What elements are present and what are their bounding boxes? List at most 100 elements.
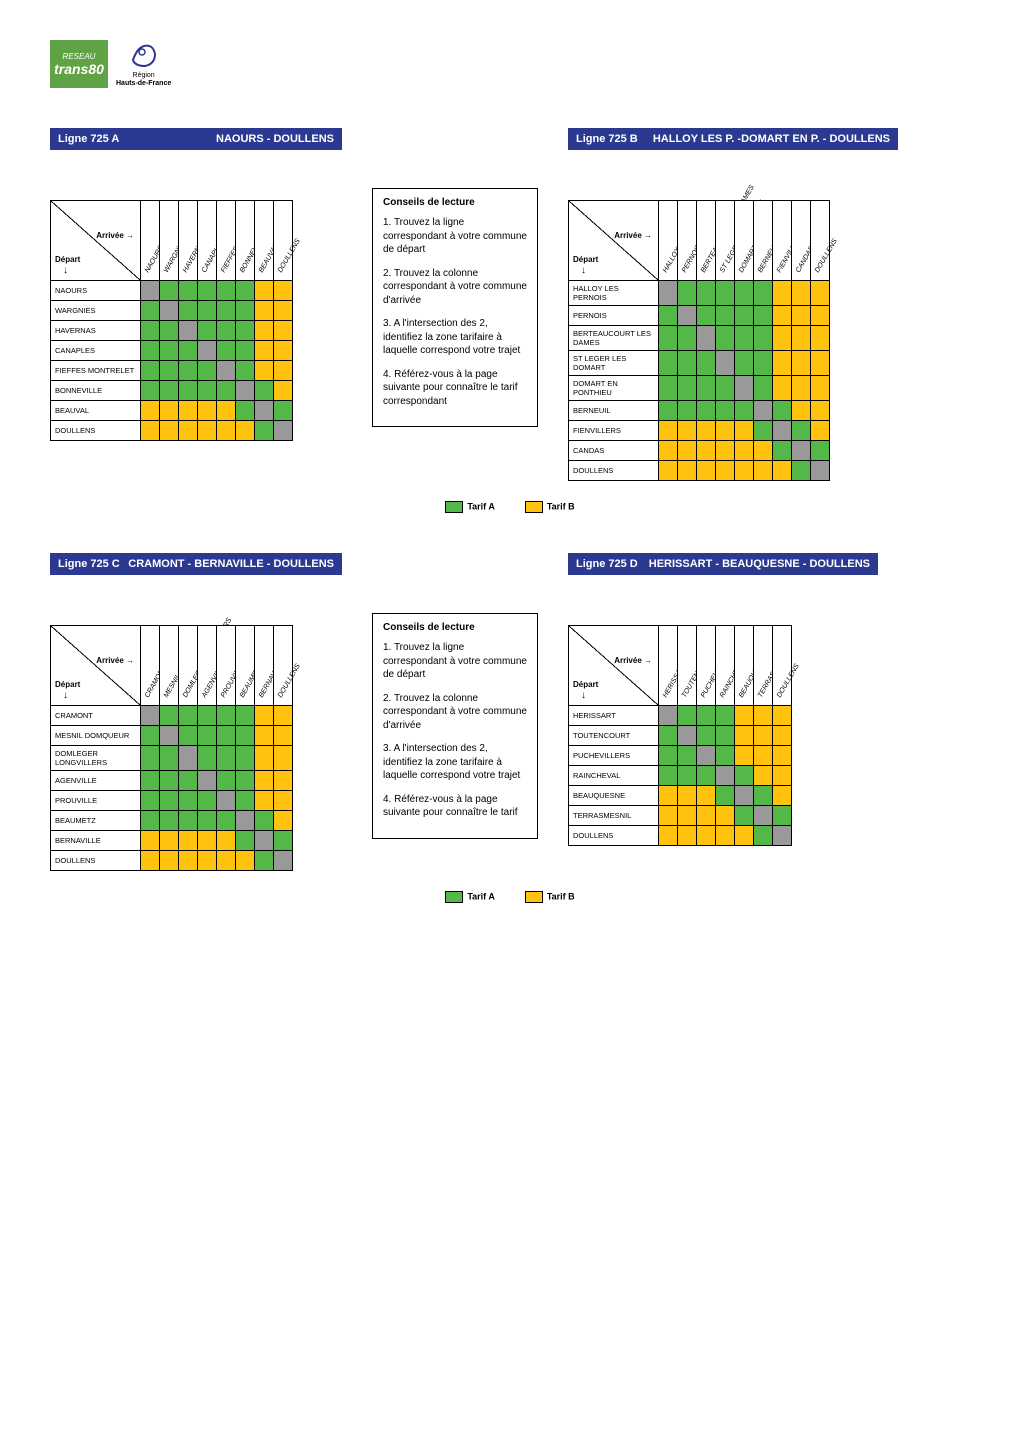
tariff-cell [255, 301, 274, 321]
col-header: PERNOIS [678, 201, 697, 281]
tariff-cell [160, 361, 179, 381]
row-label: BERNEUIL [569, 401, 659, 421]
tariff-cell [179, 831, 198, 851]
tariff-cell [735, 826, 754, 846]
col-header: HERISSART [659, 626, 678, 706]
tariff-cell [217, 851, 236, 871]
tariff-cell [735, 326, 754, 351]
tariff-cell [141, 381, 160, 401]
row-label: FIEFFES MONTRELET [51, 361, 141, 381]
col-header: ST LEGER LES DOMART [716, 201, 735, 281]
row-label: DOULLENS [569, 826, 659, 846]
tariff-cell [179, 381, 198, 401]
tariff-cell [659, 351, 678, 376]
tariff-cell [716, 281, 735, 306]
swatch-a [445, 891, 463, 903]
corner-cell: Arrivée →Départ↓ [569, 626, 659, 706]
tariff-cell [236, 381, 255, 401]
tariff-cell [697, 806, 716, 826]
tariff-cell [198, 421, 217, 441]
tariff-cell [160, 831, 179, 851]
tariff-cell [716, 786, 735, 806]
tariff-cell [697, 376, 716, 401]
conseils-box-2: Conseils de lecture 1. Trouvez la ligne … [372, 613, 538, 839]
tariff-cell [754, 351, 773, 376]
row-label: BEAUQUESNE [569, 786, 659, 806]
tariff-cell [754, 376, 773, 401]
legend-bottom: Tarif A Tarif B [50, 891, 970, 903]
row-label: MESNIL DOMQUEUR [51, 726, 141, 746]
corner-cell: Arrivée →Départ↓ [569, 201, 659, 281]
row-label: BERTEAUCOURT LES DAMES [569, 326, 659, 351]
tariff-cell [659, 376, 678, 401]
tariff-cell [659, 441, 678, 461]
col-header: DOULLENS [274, 626, 293, 706]
col-header: BEAUMETZ [236, 626, 255, 706]
tariff-cell [773, 376, 792, 401]
legend-a: Tarif A [445, 891, 495, 903]
col-header: DOMLEGER LONGVILLERS [179, 626, 198, 706]
tariff-cell [697, 786, 716, 806]
tariff-cell [198, 851, 217, 871]
swatch-b [525, 501, 543, 513]
tariff-cell [217, 381, 236, 401]
tariff-cell [179, 791, 198, 811]
line-725a-label: Ligne 725 A [58, 133, 119, 145]
conseils-step: 3. A l'intersection des 2, identifiez la… [383, 742, 527, 783]
tariff-cell [274, 301, 293, 321]
tariff-cell [236, 746, 255, 771]
tariff-cell [160, 341, 179, 361]
row-label: NAOURS [51, 281, 141, 301]
row-label: AGENVILLE [51, 771, 141, 791]
col-header: HAVERNAS [179, 201, 198, 281]
col-header: CANAPLES [198, 201, 217, 281]
logo-region: RégionHauts-de-France [116, 40, 171, 87]
tariff-cell [236, 281, 255, 301]
tariff-cell [141, 851, 160, 871]
tariff-cell [179, 746, 198, 771]
tariff-cell [198, 746, 217, 771]
col-header: FIENVILLERS [773, 201, 792, 281]
title-bar-725a: Ligne 725 A NAOURS - DOULLENS [50, 128, 342, 150]
tariff-cell [141, 811, 160, 831]
tariff-cell [678, 746, 697, 766]
tariff-cell [735, 441, 754, 461]
tariff-cell [255, 321, 274, 341]
logo-line1: RESEAU [63, 52, 96, 61]
tariff-cell [678, 376, 697, 401]
tariff-cell [754, 326, 773, 351]
tariff-cell [274, 811, 293, 831]
tariff-cell [236, 771, 255, 791]
tariff-cell [274, 726, 293, 746]
col-header: BEAUQUESNE [735, 626, 754, 706]
logo-area: RESEAU trans80 RégionHauts-de-France [50, 40, 970, 88]
tariff-cell [697, 746, 716, 766]
tariff-cell [217, 421, 236, 441]
tariff-cell [697, 726, 716, 746]
tariff-cell [255, 726, 274, 746]
tariff-cell [255, 831, 274, 851]
tariff-cell [274, 851, 293, 871]
legend-a: Tarif A [445, 501, 495, 513]
tariff-cell [160, 301, 179, 321]
row-label: WARGNIES [51, 301, 141, 321]
tariff-cell [754, 746, 773, 766]
tariff-cell [754, 826, 773, 846]
tariff-cell [678, 441, 697, 461]
tariff-cell [217, 746, 236, 771]
tariff-cell [160, 281, 179, 301]
tariff-cell [141, 281, 160, 301]
tariff-cell [160, 726, 179, 746]
block-725b: Ligne 725 B HALLOY LES P. -DOMART EN P. … [568, 128, 898, 481]
logo-region-label: RégionHauts-de-France [116, 72, 171, 87]
tariff-cell [697, 441, 716, 461]
tariff-cell [198, 791, 217, 811]
tariff-cell [659, 401, 678, 421]
tariff-cell [659, 326, 678, 351]
tariff-cell [773, 326, 792, 351]
tariff-cell [716, 766, 735, 786]
tariff-cell [754, 786, 773, 806]
tariff-cell [141, 341, 160, 361]
tariff-cell [274, 321, 293, 341]
col-header: NAOURS [141, 201, 160, 281]
